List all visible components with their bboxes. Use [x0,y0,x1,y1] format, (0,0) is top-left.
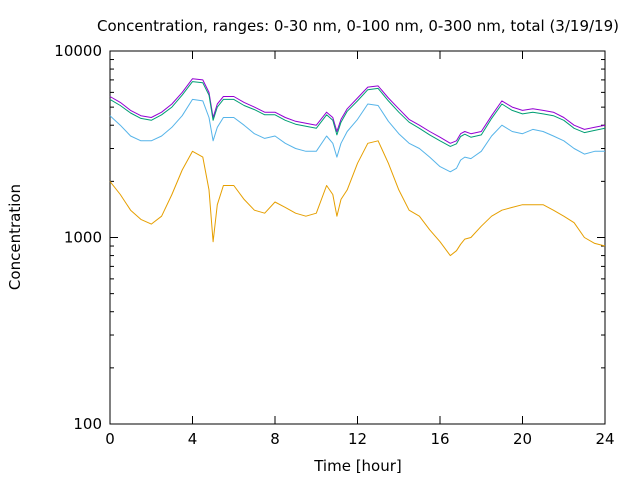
x-axis-label: Time [hour] [313,457,402,475]
y-tick-label: 10000 [54,42,102,60]
plot-area-frame [109,50,606,425]
x-tick-label: 0 [105,430,115,448]
x-tick-label: 12 [348,430,367,448]
series-line-2 [109,81,606,147]
x-tick-label: 4 [188,430,198,448]
series-line-4 [109,140,606,257]
x-tick-label: 16 [430,430,449,448]
series-line-1 [109,78,606,144]
chart-title: Concentration, ranges: 0-30 nm, 0-100 nm… [97,17,619,35]
x-tick-label: 20 [513,430,532,448]
x-tick-label: 8 [270,430,280,448]
series-group [109,78,606,257]
x-tick-label: 24 [595,430,614,448]
y-axis: 100 1000 10000 [54,42,605,433]
y-tick-label: 100 [73,415,102,433]
y-axis-label: Concentration [6,184,24,290]
x-axis: 0 4 8 12 16 20 24 [105,51,615,448]
series-line-3 [109,98,605,173]
y-tick-label: 1000 [64,229,102,247]
